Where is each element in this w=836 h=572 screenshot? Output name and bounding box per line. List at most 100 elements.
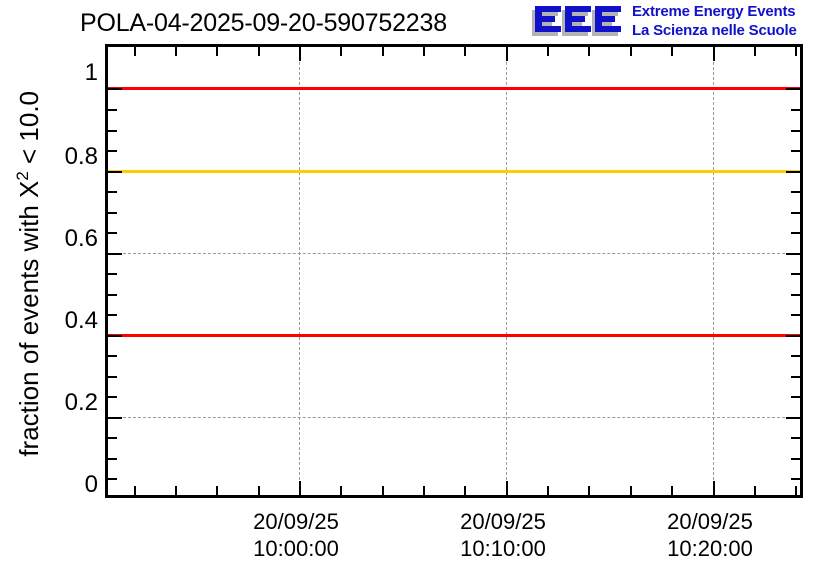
y-axis-tick-minor-n: [108, 458, 117, 460]
x-axis-tick-minor-9: [547, 486, 549, 495]
y-tick-label-0.8: 0.8: [64, 143, 98, 170]
x-axis-tick-minor-1: [134, 486, 136, 495]
x-axis-top-tick-minor-10: [588, 47, 590, 56]
y-axis-tick-major-0.2: [108, 417, 122, 419]
x-tick-label-3-time: 10:20:00: [667, 536, 753, 561]
y-axis-right-tick-minor-j: [791, 355, 800, 357]
x-tick-label-2-date: 20/09/25: [460, 509, 546, 534]
eee-logo-text: Extreme Energy Events La Scienza nelle S…: [632, 2, 797, 40]
y-axis-right-tick-minor-g: [791, 273, 800, 275]
y-axis-tick-minor-o: [108, 478, 117, 480]
y-axis-tick-minor-c: [108, 150, 117, 152]
plot-area: [108, 47, 800, 495]
x-axis-top-tick-minor-11: [630, 47, 632, 56]
y-axis-right-tick-minor-d: [791, 191, 800, 193]
y-axis-tick-major-0.6: [108, 253, 122, 255]
x-tick-label-2: 20/09/25 10:10:00: [403, 508, 603, 562]
y-axis-right-tick-major-0.2: [786, 417, 800, 419]
x-tick-label-3: 20/09/25 10:20:00: [610, 508, 810, 562]
x-axis-top-tick-major-3: [713, 47, 715, 61]
chart-title: POLA-04-2025-09-20-590752238: [80, 9, 447, 37]
y-axis-tick-minor-a: [108, 109, 117, 111]
y-axis-right-tick-minor-o: [791, 478, 800, 480]
y-axis-tick-minor-b: [108, 130, 117, 132]
y-axis-right-tick-minor-n: [791, 458, 800, 460]
y-tick-label-0.4: 0.4: [64, 307, 98, 334]
y-axis-right-tick-minor-i: [791, 314, 800, 316]
y-axis-tick-major-0.4: [108, 335, 122, 337]
x-axis-top-tick-minor-2: [175, 47, 177, 56]
x-axis-tick-minor-8: [464, 486, 466, 495]
y-tick-label-0: 0: [84, 471, 98, 498]
y-axis-right-tick-minor-k: [791, 376, 800, 378]
x-axis-tick-minor-2: [175, 486, 177, 495]
upper-reference-line: [108, 87, 800, 90]
y-axis-right-tick-minor-b: [791, 130, 800, 132]
grid-line-horizontal-0.6: [108, 253, 800, 254]
x-axis-top-tick-minor-7: [423, 47, 425, 56]
y-axis-tick-minor-e: [108, 212, 117, 214]
y-axis-right-tick-major-0.8: [786, 171, 800, 173]
eee-logo-mark: [532, 6, 621, 36]
y-axis-tick-minor-f: [108, 232, 117, 234]
y-axis-tick-minor-d: [108, 191, 117, 193]
x-axis-tick-minor-6: [382, 486, 384, 495]
x-axis-top-tick-minor-6: [382, 47, 384, 56]
x-axis-tick-major-2: [506, 481, 508, 495]
lower-reference-line: [108, 334, 800, 337]
x-axis-tick-minor-14: [795, 486, 797, 495]
grid-line-horizontal-0.2: [108, 417, 800, 418]
x-axis-top-tick-minor-13: [754, 47, 756, 56]
x-axis-top-tick-minor-8: [464, 47, 466, 56]
grid-line-vertical-1: [299, 47, 300, 495]
y-tick-label-0.2: 0.2: [64, 389, 98, 416]
x-axis-tick-minor-7: [423, 486, 425, 495]
x-axis-top-tick-minor-14: [795, 47, 797, 56]
plot-frame: [105, 44, 803, 498]
x-axis-top-tick-minor-12: [671, 47, 673, 56]
y-tick-label-1: 1: [84, 59, 98, 86]
y-axis-tick-minor-m: [108, 437, 117, 439]
x-axis-top-tick-minor-1: [134, 47, 136, 56]
y-axis-title-superscript: 2: [13, 171, 33, 181]
y-axis-tick-minor-h: [108, 294, 117, 296]
x-axis-top-tick-major-1: [299, 47, 301, 61]
x-axis-top-tick-minor-4: [258, 47, 260, 56]
x-tick-label-2-time: 10:10:00: [460, 536, 546, 561]
x-axis-top-tick-major-2: [506, 47, 508, 61]
y-axis-tick-minor-i: [108, 314, 117, 316]
x-axis-tick-minor-12: [671, 486, 673, 495]
eee-logo-line2: La Scienza nelle Scuole: [632, 22, 797, 39]
x-tick-label-1-time: 10:00:00: [253, 536, 339, 561]
y-axis-tick-minor-k: [108, 376, 117, 378]
y-axis-right-tick-minor-l: [791, 396, 800, 398]
y-axis-right-tick-minor-c: [791, 150, 800, 152]
y-axis-tick-minor-l: [108, 396, 117, 398]
y-axis-right-tick-minor-h: [791, 294, 800, 296]
y-axis-right-tick-major-1: [786, 88, 800, 90]
y-axis-right-tick-major-0.6: [786, 253, 800, 255]
grid-line-vertical-2: [506, 47, 507, 495]
y-axis-tick-minor-j: [108, 355, 117, 357]
grid-line-vertical-3: [713, 47, 714, 495]
x-axis-tick-minor-5: [340, 486, 342, 495]
x-axis-top-tick-minor-5: [340, 47, 342, 56]
eee-logo: Extreme Energy Events La Scienza nelle S…: [528, 2, 834, 42]
x-axis-tick-minor-3: [216, 486, 218, 495]
y-axis-tick-major-0.8: [108, 171, 122, 173]
y-axis-title: fraction of events with X2 < 10.0: [13, 39, 45, 509]
eee-logo-line1: Extreme Energy Events: [632, 3, 796, 20]
x-axis-tick-minor-13: [754, 486, 756, 495]
x-tick-label-1: 20/09/25 10:00:00: [196, 508, 396, 562]
y-axis-right-tick-major-0.4: [786, 335, 800, 337]
warning-reference-line: [108, 170, 800, 173]
y-axis-tick-minor-g: [108, 273, 117, 275]
x-tick-label-3-date: 20/09/25: [667, 509, 753, 534]
x-axis-tick-minor-11: [630, 486, 632, 495]
y-axis-tick-major-1: [108, 88, 122, 90]
y-axis-right-tick-minor-e: [791, 212, 800, 214]
x-axis-tick-major-1: [299, 481, 301, 495]
x-tick-label-1-date: 20/09/25: [253, 509, 339, 534]
y-tick-label-0.6: 0.6: [64, 225, 98, 252]
y-axis-right-tick-minor-f: [791, 232, 800, 234]
